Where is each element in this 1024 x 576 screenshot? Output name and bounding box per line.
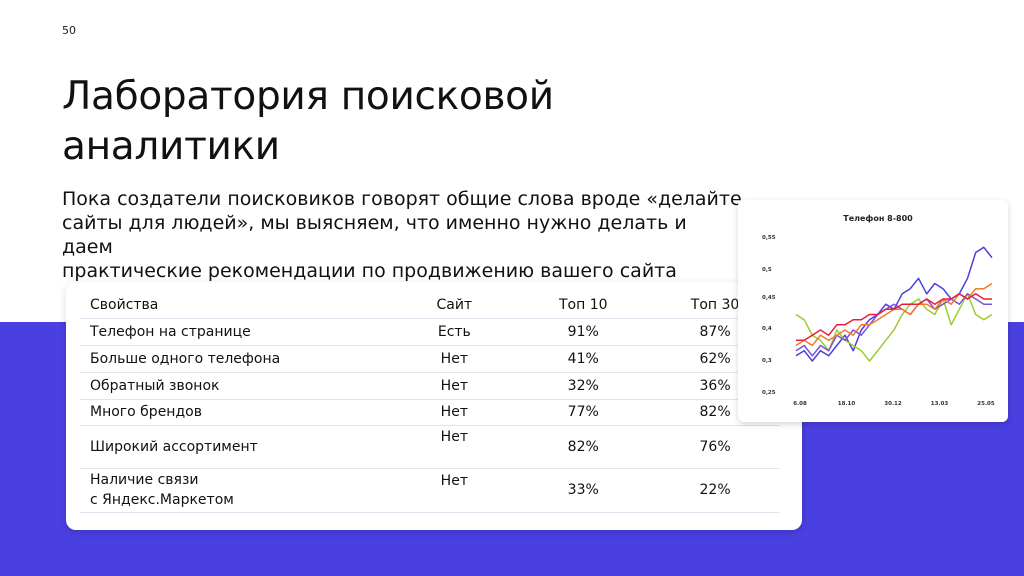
x-tick-label: 18.10 [838,401,856,407]
x-tick-label: 13.03 [931,401,949,407]
cell-site: Нет [392,399,517,426]
y-tick-label: 0,4 [762,326,772,332]
properties-table: Свойства Сайт Топ 10 Топ 30 Телефон на с… [80,292,780,513]
cell-top10: 33% [516,468,651,513]
y-tick-label: 0,25 [762,390,776,396]
series-line-5 [796,293,992,342]
page-title: Лаборатория поисковой аналитики [62,72,682,172]
cell-top30: 22% [650,468,780,513]
cell-site: Нет [392,345,517,373]
cell-property: Больше одного телефона [80,345,393,373]
x-tick-label: 6.08 [793,401,807,407]
cell-property: Широкий ассортимент [80,425,393,469]
cell-site: Нет [392,425,517,469]
table-row: Много брендов Нет 77% 82% [80,399,780,426]
cell-site: Нет [392,468,517,513]
series-lines [795,246,993,362]
cell-site-text: Нет [440,428,468,445]
y-tick-label: 0,45 [762,295,776,301]
cell-property-line-1: Наличие связи [90,472,199,488]
header-properties: Свойства [80,292,393,319]
x-axis-ticks: 6.08 18.10 30.12 13.03 25.05 [793,401,995,407]
lead-paragraph: Пока создатели поисковиков говорят общие… [62,187,742,283]
chart-card: Телефон 8-800 0,55 0,5 0,45 0,4 0,3 0,25 6.08… [738,200,1008,422]
table-header-row: Свойства Сайт Топ 10 Топ 30 [80,292,780,319]
cell-top10: 32% [516,372,651,400]
series-line-4 [795,282,993,347]
properties-card: Свойства Сайт Топ 10 Топ 30 Телефон на с… [66,282,802,530]
cell-site: Есть [392,318,517,346]
chart-title: Телефон 8-800 [843,214,913,223]
lead-line-2: сайты для людей», мы выясняем, что именн… [62,212,687,258]
series-line-3 [795,293,992,357]
table-row: Телефон на странице Есть 91% 87% [80,318,780,346]
table-row: Обратный звонок Нет 32% 36% [80,372,780,400]
line-chart: Телефон 8-800 0,55 0,5 0,45 0,4 0,3 0,25 6.08… [762,214,995,407]
y-tick-label: 0,3 [762,358,772,364]
y-axis-ticks: 0,55 0,5 0,45 0,4 0,3 0,25 [762,235,776,396]
page-number: 50 [62,24,76,37]
cell-property: Много брендов [80,399,393,426]
cell-property: Телефон на странице [80,318,393,346]
header-top10: Топ 10 [516,292,651,319]
cell-property-line-2: с Яндекс.Маркетом [90,492,234,508]
y-tick-label: 0,55 [762,235,776,241]
title-line-1: Лаборатория поисковой [62,74,554,119]
lead-line-1: Пока создатели поисковиков говорят общие… [62,188,742,210]
y-tick-label: 0,5 [762,267,772,273]
cell-top10: 91% [516,318,651,346]
cell-top30: 76% [650,425,780,469]
cell-property: Наличие связи с Яндекс.Маркетом [80,468,393,513]
table-row: Широкий ассортимент Нет 82% 76% [80,425,780,469]
lead-line-3: практические рекомендации по продвижению… [62,260,677,282]
title-line-2: аналитики [62,124,280,169]
cell-top10: 41% [516,345,651,373]
cell-site: Нет [392,372,517,400]
x-tick-label: 30.12 [884,401,902,407]
cell-property: Обратный звонок [80,372,393,400]
cell-top10: 82% [516,425,651,469]
table-row: Наличие связи с Яндекс.Маркетом Нет 33% … [80,468,780,513]
table-row: Больше одного телефона Нет 41% 62% [80,345,780,373]
cell-top10: 77% [516,399,651,426]
x-tick-label: 25.05 [977,401,995,407]
header-site: Сайт [392,292,517,319]
cell-site-text: Нет [440,472,468,489]
